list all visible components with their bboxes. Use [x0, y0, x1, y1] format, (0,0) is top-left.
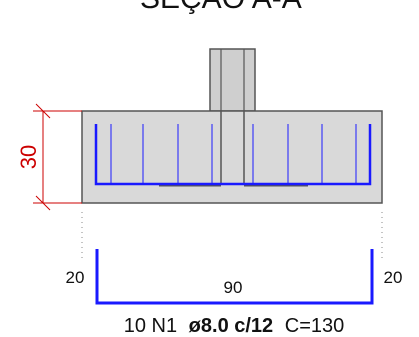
column-stub: [209, 48, 256, 112]
bar-count-mark: 10 N1: [124, 315, 177, 337]
dimension-tick-bottom: [35, 195, 51, 211]
bar-right-leg-label: 20: [384, 268, 403, 287]
footing-block: [81, 110, 383, 204]
bar-bottom-length-label: 90: [224, 278, 243, 297]
bar-diameter-spacing: ø8.0 c/12: [189, 315, 274, 337]
height-dimension-label: 30: [16, 145, 41, 169]
bar-left-leg-label: 20: [66, 268, 85, 287]
distribution-bars: [110, 124, 357, 184]
bar-shape: [95, 249, 374, 305]
height-dimension: 30: [16, 103, 82, 211]
dimension-tick-top: [35, 103, 51, 119]
main-rebar: [94, 124, 372, 186]
bar-spec: 10 N1 ø8.0 c/12 C=130: [124, 315, 345, 337]
bar-total-length: C=130: [285, 315, 345, 337]
section-title: SEÇÃO A-A: [140, 0, 302, 15]
